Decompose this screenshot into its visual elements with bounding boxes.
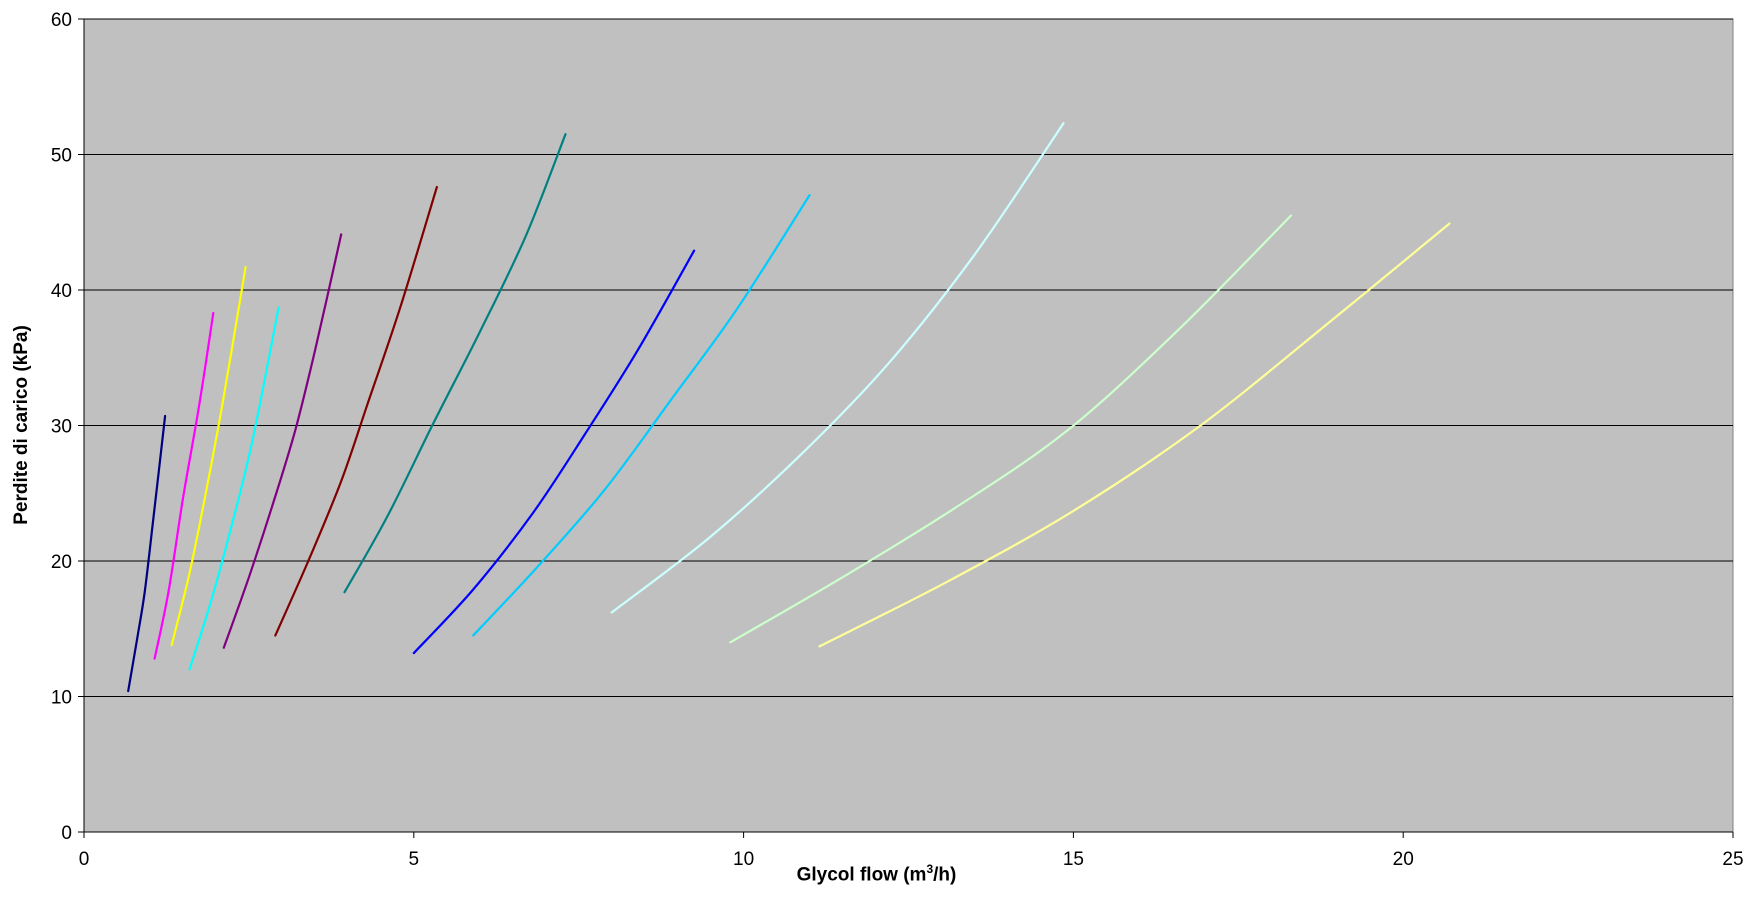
x-tick-label: 0: [79, 849, 90, 870]
x-tick-label: 10: [733, 849, 754, 870]
series-line-12: [818, 222, 1451, 648]
series-line-4: [188, 306, 280, 671]
y-tick-label: 50: [51, 146, 72, 167]
x-axis-title: Glycol flow (m3/h): [796, 862, 957, 886]
series-line-11: [729, 214, 1293, 644]
gridlines: [84, 18, 1733, 697]
x-tick-label: 20: [1393, 849, 1414, 870]
series-line-6: [274, 185, 438, 637]
x-tick-label: 5: [409, 849, 420, 870]
y-axis: 0 10 20 30 40 50 60: [51, 10, 84, 844]
x-tick-label: 15: [1063, 849, 1084, 870]
y-tick-label: 40: [51, 281, 72, 302]
y-tick-label: 60: [51, 10, 72, 31]
series-lines: [127, 122, 1451, 693]
y-tick-label: 0: [61, 823, 72, 844]
series-line-1: [127, 414, 167, 693]
series-line-7: [343, 133, 567, 594]
series-line-2: [153, 311, 215, 660]
x-axis: 0 5 10 15 20 25: [79, 832, 1744, 870]
series-line-10: [610, 122, 1065, 614]
y-tick-label: 20: [51, 552, 72, 573]
y-tick-label: 10: [51, 688, 72, 709]
series-line-8: [412, 249, 696, 655]
y-axis-title: Perdite di carico (kPa): [11, 325, 32, 525]
y-tick-label: 30: [51, 417, 72, 438]
series-line-3: [170, 265, 247, 647]
series-line-5: [222, 233, 343, 649]
series-line-9: [472, 194, 811, 637]
x-tick-label: 25: [1722, 849, 1743, 870]
